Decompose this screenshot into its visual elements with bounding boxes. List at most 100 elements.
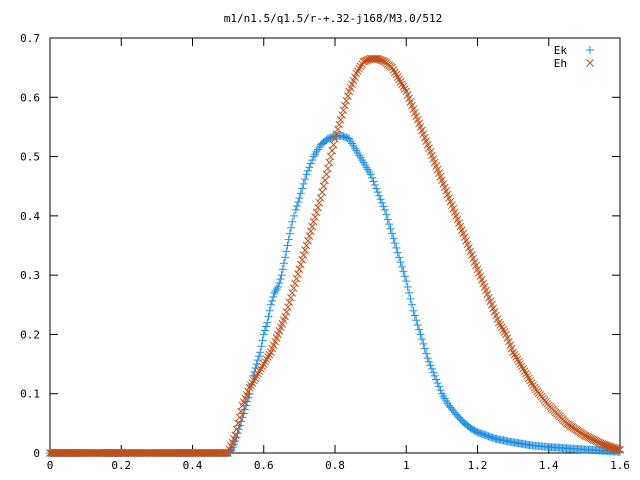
data-point-eh [308,222,317,231]
data-point-ek [389,234,398,243]
data-point-eh [603,442,612,450]
series-ek [46,131,624,457]
data-point-eh [607,443,616,452]
data-point-ek [403,283,412,291]
data-point-eh [325,158,334,167]
data-point-ek [433,379,442,388]
data-point-ek [413,320,422,329]
data-point-eh [352,69,361,78]
data-point-eh [393,73,402,81]
data-point-ek [375,191,384,200]
y-tick-label: 0.4 [20,210,40,223]
data-point-eh [332,130,341,138]
data-point-ek [291,205,300,214]
data-point-ek [427,364,436,373]
data-point-ek [393,248,402,257]
data-point-ek [265,306,274,315]
data-point-ek [368,173,377,182]
data-point-eh [602,441,611,450]
data-point-eh [237,407,245,416]
data-point-ek [296,189,305,198]
data-point-eh [331,134,339,143]
data-point-eh [496,321,505,329]
legend-label-eh: Eh [554,57,567,70]
data-point-ek [415,325,424,334]
data-point-ek [306,159,315,168]
data-point-eh [281,312,289,321]
data-point-ek [308,156,317,165]
data-point-ek [284,235,293,244]
data-point-eh [398,80,406,89]
data-point-ek [278,265,287,274]
data-point-eh [497,323,506,332]
data-point-eh [336,115,345,124]
data-point-eh [248,379,257,387]
data-point-eh [523,372,532,380]
data-point-ek [400,272,409,281]
data-point-eh [512,353,520,361]
data-point-eh [289,284,298,293]
y-tick-label: 0.2 [20,328,40,341]
data-point-ek [253,356,262,365]
data-point-ek [422,349,431,358]
data-point-eh [338,111,346,119]
data-point-eh [333,125,342,134]
data-point-eh [284,303,292,312]
data-point-eh [285,298,294,307]
data-point-eh [324,164,332,173]
data-point-ek [283,241,292,250]
data-point-eh [232,425,241,434]
data-point-ek [385,220,394,229]
data-point-eh [513,355,522,364]
data-point-eh [326,152,335,161]
data-point-eh [342,96,351,105]
data-point-eh [390,68,399,77]
data-point-eh [301,246,309,255]
data-point-eh [601,441,609,449]
data-point-eh [389,66,398,74]
data-point-eh [319,182,328,191]
data-point-ek [293,201,301,210]
data-point-ek [432,375,441,384]
data-point-eh [500,328,509,336]
y-tick-label: 0.5 [20,151,40,164]
data-point-eh [339,106,348,115]
data-point-eh [258,362,267,371]
data-point-ek [277,271,286,280]
data-point-ek [275,279,284,288]
data-point-eh [610,444,619,453]
data-point-ek [396,258,405,267]
data-point-eh [614,445,623,454]
data-point-ek [305,163,314,172]
data-point-ek [299,179,308,188]
data-point-eh [321,176,329,185]
data-point-ek [264,312,273,321]
data-point-eh [221,449,230,457]
y-tick-label: 0.3 [20,269,40,282]
data-point-ek [373,188,382,197]
x-tick-label: 0.6 [254,459,274,472]
data-point-ek [406,294,415,303]
data-point-eh [315,198,324,207]
y-tick-label: 0 [33,447,40,460]
data-point-ek [245,389,254,398]
data-point-ek [402,277,411,286]
data-point-eh [262,355,271,364]
data-point-eh [305,232,314,240]
data-point-ek [435,382,444,391]
data-point-ek [412,316,421,325]
data-point-eh [524,374,533,383]
data-point-ek [287,223,296,232]
data-point-ek [399,267,408,276]
data-point-ek [294,198,303,207]
data-point-eh [529,381,537,390]
data-point-eh [499,325,508,334]
data-point-eh [526,376,535,385]
data-point-ek [301,175,310,184]
data-point-eh [235,413,244,422]
data-point-eh [329,140,338,149]
data-point-eh [255,367,264,376]
data-point-eh [257,364,265,373]
data-point-ek [290,211,299,220]
